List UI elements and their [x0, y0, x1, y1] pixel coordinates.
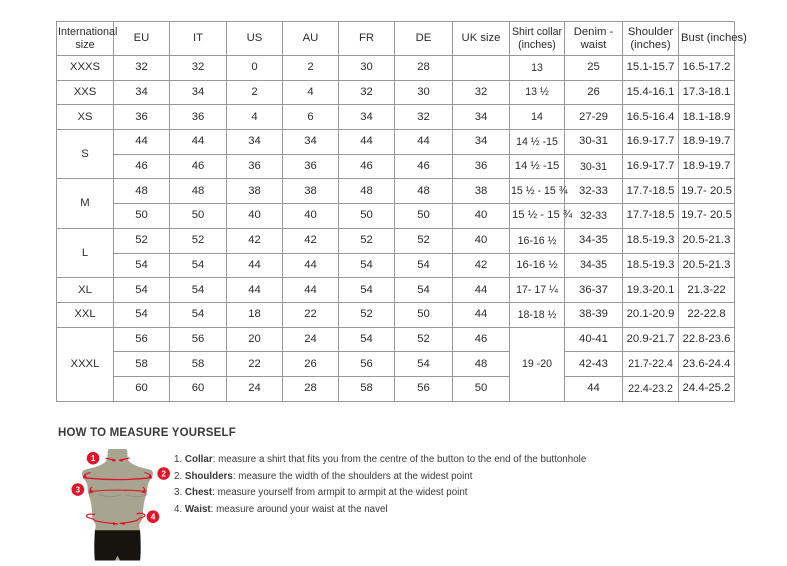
svg-text:4: 4 — [151, 513, 156, 522]
svg-text:2: 2 — [161, 469, 166, 478]
svg-text:3: 3 — [76, 485, 81, 494]
svg-text:1: 1 — [91, 454, 96, 463]
